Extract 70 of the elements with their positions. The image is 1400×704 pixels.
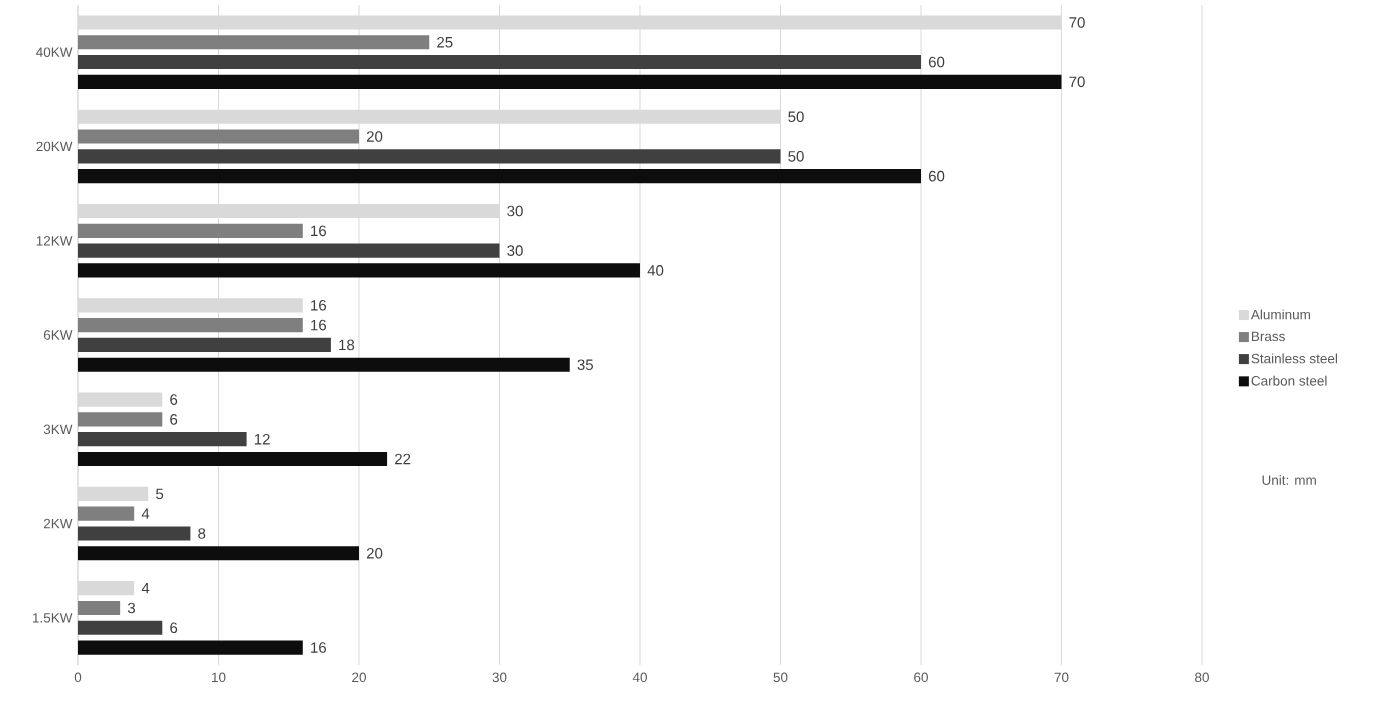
x-tick-label: 0 bbox=[74, 672, 82, 683]
data-label: 16 bbox=[311, 319, 327, 331]
bar bbox=[78, 129, 359, 144]
data-label: 4 bbox=[141, 583, 150, 594]
data-label: 60 bbox=[928, 170, 945, 182]
legend-label: Carbon steel bbox=[1251, 375, 1327, 386]
y-tick-label: 12KW bbox=[36, 236, 73, 246]
data-label: 6 bbox=[170, 622, 178, 634]
data-label: 35 bbox=[577, 359, 593, 371]
bar bbox=[78, 600, 121, 616]
data-label: 70 bbox=[1069, 17, 1085, 28]
x-tick-label: 70 bbox=[1054, 672, 1069, 683]
x-tick-label: 10 bbox=[212, 672, 226, 683]
x-tick-label: 60 bbox=[914, 672, 928, 683]
bar bbox=[78, 432, 247, 447]
bar bbox=[78, 506, 135, 521]
y-tick-label: 2KW bbox=[43, 518, 73, 529]
data-label: 20 bbox=[366, 547, 383, 559]
bar bbox=[78, 451, 388, 467]
y-tick-label: 6KW bbox=[43, 330, 73, 340]
bar bbox=[78, 243, 500, 258]
data-label: 4 bbox=[141, 508, 150, 519]
data-label: 20 bbox=[366, 131, 383, 142]
data-label: 25 bbox=[437, 36, 453, 48]
data-label: 6 bbox=[170, 394, 178, 405]
bar bbox=[78, 263, 640, 278]
data-label: 40 bbox=[647, 265, 664, 276]
data-label: 50 bbox=[788, 151, 804, 162]
data-label: 5 bbox=[156, 488, 164, 500]
data-label: 3 bbox=[127, 602, 136, 614]
bar bbox=[78, 357, 570, 372]
data-label: 60 bbox=[928, 56, 945, 68]
bar bbox=[78, 223, 303, 238]
data-label: 70 bbox=[1069, 76, 1085, 88]
text: Unit: mm bbox=[1262, 475, 1316, 485]
data-label: 22 bbox=[395, 453, 411, 465]
x-tick-label: 50 bbox=[773, 672, 788, 683]
bar bbox=[78, 337, 331, 352]
x-tick-label: 40 bbox=[632, 672, 647, 683]
y-tick-label: 40KW bbox=[36, 47, 73, 57]
legend-label: Aluminum bbox=[1250, 309, 1310, 320]
data-label: 50 bbox=[788, 111, 804, 123]
data-label: 18 bbox=[339, 339, 355, 351]
bar bbox=[78, 74, 1062, 89]
data-label: 16 bbox=[311, 642, 327, 653]
bar bbox=[78, 318, 303, 333]
bar bbox=[78, 169, 921, 184]
bar bbox=[78, 546, 359, 561]
data-label: 30 bbox=[507, 245, 523, 256]
y-tick-label: 20KW bbox=[36, 141, 73, 152]
data-label: 30 bbox=[507, 205, 523, 217]
bar bbox=[78, 35, 430, 50]
x-tick-label: 30 bbox=[492, 672, 507, 683]
data-label: 8 bbox=[198, 528, 206, 539]
data-label: 6 bbox=[170, 414, 178, 425]
data-label: 12 bbox=[254, 433, 270, 445]
bar bbox=[78, 526, 191, 541]
bar bbox=[78, 620, 163, 635]
y-tick-label: 1.5KW bbox=[33, 613, 73, 623]
data-label: 16 bbox=[311, 225, 327, 237]
bar bbox=[78, 412, 163, 427]
x-tick-label: 20 bbox=[352, 672, 366, 683]
data-label: 16 bbox=[311, 300, 327, 311]
legend-label: Brass bbox=[1251, 331, 1285, 342]
y-tick-label: 3KW bbox=[43, 424, 73, 435]
bar bbox=[78, 54, 921, 70]
x-tick-label: 80 bbox=[1195, 672, 1209, 683]
bar bbox=[78, 149, 781, 164]
bar bbox=[78, 640, 303, 655]
legend-label: Stainless steel bbox=[1251, 353, 1337, 364]
